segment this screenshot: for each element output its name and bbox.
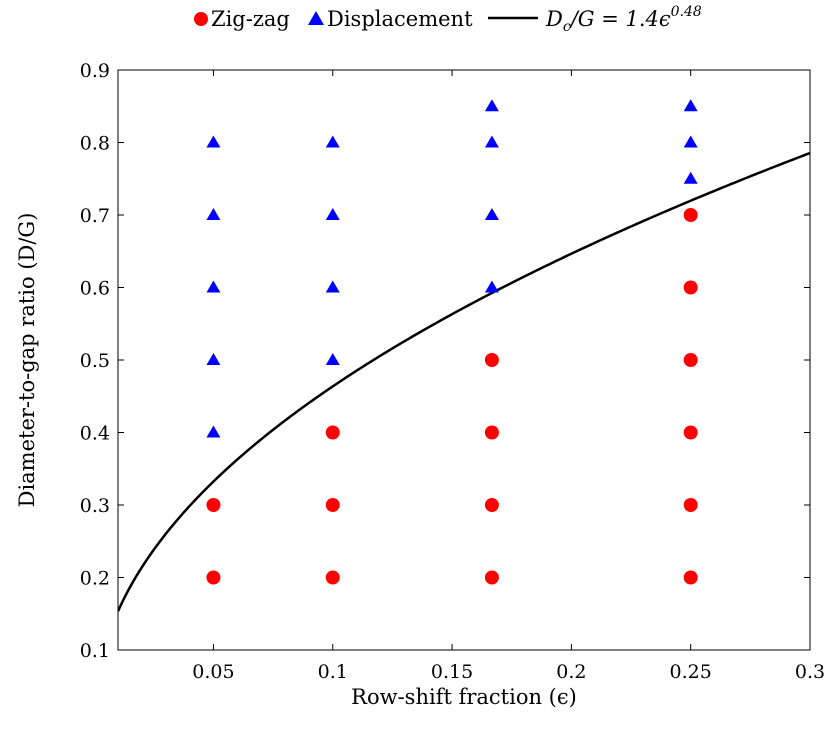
zigzag-point — [325, 498, 340, 512]
zigzag-point — [484, 498, 499, 512]
plot-frame — [117, 69, 811, 651]
displacement-point — [206, 280, 221, 293]
zigzag-point — [484, 570, 499, 585]
zigzag-point — [484, 353, 499, 367]
zigzag-point — [683, 425, 698, 440]
displacement-point — [325, 280, 340, 293]
displacement-point — [683, 171, 698, 184]
legend-curve-mid: /G = 1.4ϵ — [569, 7, 671, 31]
zigzag-point — [206, 570, 221, 585]
displacement-point — [206, 353, 221, 365]
displacement-point — [206, 208, 221, 220]
y-tick-label: 0.1 — [80, 640, 110, 662]
legend-curve-sup: 0.48 — [671, 4, 702, 20]
displacement-point — [683, 99, 698, 112]
y-tick-label: 0.6 — [80, 278, 110, 300]
y-tick-label: 0.9 — [80, 60, 110, 82]
legend-zigzag-marker — [194, 12, 208, 26]
zigzag-point — [484, 425, 499, 440]
y-tick-label: 0.2 — [80, 568, 110, 590]
zigzag-point — [325, 570, 340, 585]
x-tick-label: 0.15 — [431, 661, 473, 683]
legend-displacement-marker — [308, 11, 324, 25]
displacement-point — [325, 135, 340, 148]
zigzag-point — [683, 498, 698, 512]
x-tick-label: 0.3 — [795, 661, 825, 683]
y-tick-label: 0.3 — [80, 495, 110, 517]
x-tick-label: 0.2 — [556, 661, 586, 683]
displacement-point — [484, 99, 499, 112]
data-markers — [206, 99, 698, 585]
legend-curve-lhs: D — [545, 7, 563, 31]
legend-displacement-label: Displacement — [327, 7, 473, 31]
y-tick-label: 0.8 — [80, 133, 110, 155]
displacement-point — [325, 353, 340, 365]
fit-curve-group — [118, 151, 810, 612]
x-tick-label: 0.05 — [192, 661, 234, 683]
zigzag-point — [683, 570, 698, 585]
displacement-point — [206, 425, 221, 438]
y-tick-label: 0.7 — [80, 205, 110, 227]
x-axis-label: Row-shift fraction (ϵ) — [351, 685, 577, 709]
legend-zigzag-label: Zig-zag — [211, 7, 290, 31]
legend-curve-sub: c — [563, 19, 571, 35]
legend-curve-label: Dc/G = 1.4ϵ0.48 — [545, 4, 702, 35]
displacement-point — [484, 208, 499, 220]
y-tick-label: 0.4 — [80, 423, 110, 445]
zigzag-point — [683, 280, 698, 295]
legend: Zig-zag Displacement Dc/G = 1.4ϵ0.48 — [194, 4, 702, 35]
zigzag-point — [206, 498, 221, 512]
displacement-point — [484, 135, 499, 148]
zigzag-point — [683, 353, 698, 367]
displacement-point — [683, 135, 698, 148]
y-axis-label: Diameter-to-gap ratio (D/G) — [15, 213, 39, 508]
y-axis-ticks: 0.1 0.2 0.3 0.4 0.5 0.6 0.7 0.8 0.9 — [80, 60, 810, 662]
x-tick-label: 0.25 — [670, 661, 712, 683]
x-axis-ticks: 0.05 0.1 0.15 0.2 0.25 0.3 — [192, 70, 825, 683]
displacement-point — [484, 280, 499, 293]
displacement-point — [325, 208, 340, 220]
zigzag-point — [683, 208, 698, 222]
y-tick-label: 0.5 — [80, 350, 110, 372]
displacement-point — [206, 135, 221, 148]
zigzag-point — [325, 425, 340, 440]
fit-curve-line — [118, 151, 810, 612]
x-tick-label: 0.1 — [318, 661, 348, 683]
